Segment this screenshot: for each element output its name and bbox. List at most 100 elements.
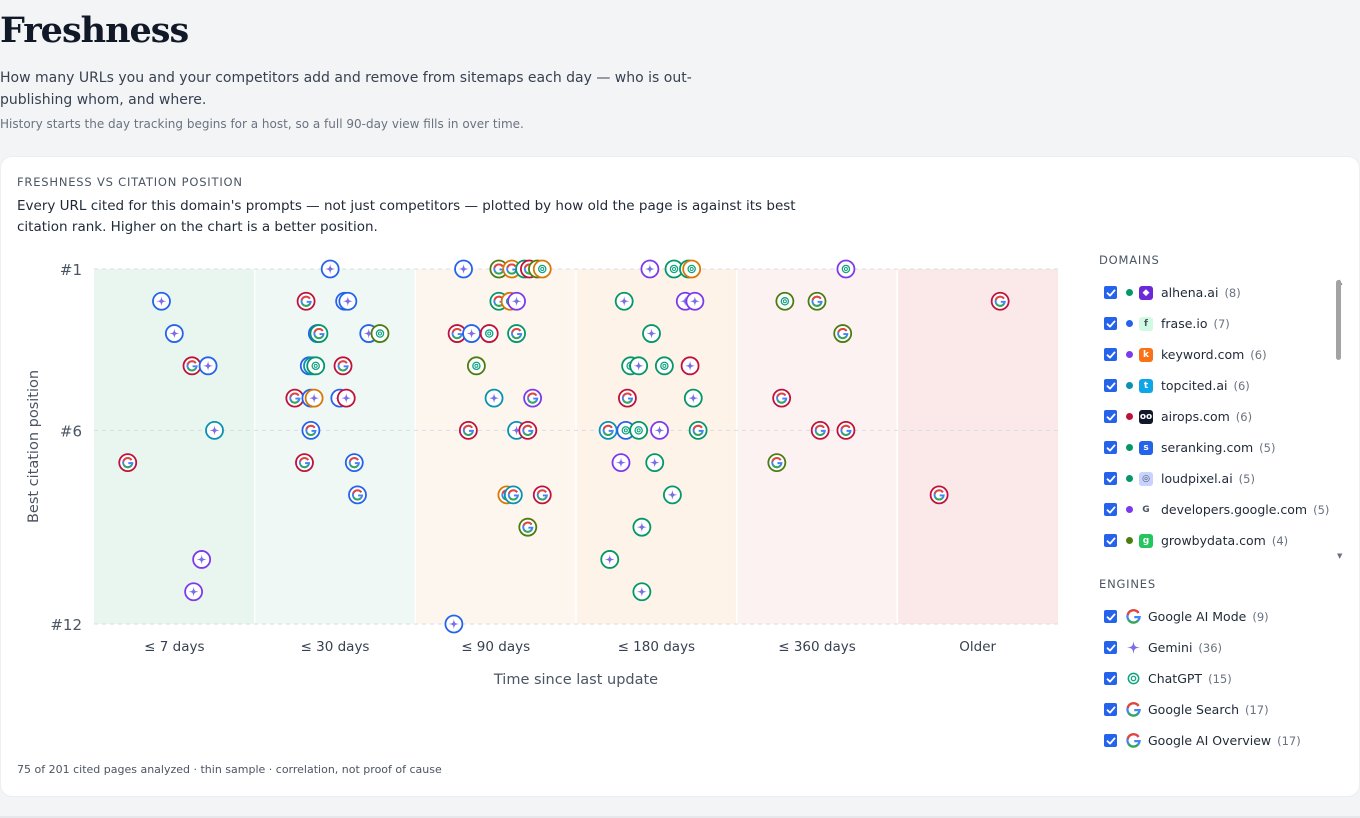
freshness-scatter-chart: #1 #6 #12 ≤ 7 days ≤ 30 days ≤ 90 days ≤ 180 d… xyxy=(26,259,1058,688)
data-point-gemini xyxy=(632,582,652,602)
domain-row[interactable]: ◎ loudpixel.ai (5) xyxy=(1098,463,1348,494)
engine-name: Google AI Mode xyxy=(1148,609,1247,624)
data-point-gemini xyxy=(184,582,204,602)
engine-row[interactable]: ChatGPT (15) xyxy=(1098,663,1348,694)
growbydata-logo-icon: g xyxy=(1139,533,1153,548)
data-point-google xyxy=(836,420,856,440)
domain-color-dot xyxy=(1126,506,1133,513)
domain-row[interactable]: g growbydata.com (4) xyxy=(1098,525,1348,556)
x-tick-label: ≤ 30 days xyxy=(301,639,370,655)
domain-checkbox[interactable] xyxy=(1104,534,1117,547)
engine-checkbox[interactable] xyxy=(1104,610,1117,623)
domain-checkbox[interactable] xyxy=(1104,286,1117,299)
data-point-google xyxy=(833,324,853,343)
x-axis-label: Time since last update xyxy=(493,672,658,688)
engine-row[interactable]: Google AI Mode (9) xyxy=(1098,601,1348,632)
engine-checkbox[interactable] xyxy=(1104,672,1117,685)
domain-count: (6) xyxy=(1250,347,1267,362)
data-point-gemini xyxy=(642,324,661,343)
data-point-google xyxy=(295,453,314,473)
data-point-gemini xyxy=(320,259,340,279)
domain-color-dot xyxy=(1126,444,1133,451)
domains-scrollbar[interactable] xyxy=(1336,280,1341,360)
data-point-gemini xyxy=(338,291,358,311)
engine-checkbox[interactable] xyxy=(1104,703,1117,716)
domain-color-dot xyxy=(1126,289,1133,296)
engine-checkbox[interactable] xyxy=(1104,641,1117,654)
domain-count: (6) xyxy=(1235,409,1253,424)
frase-logo-icon: f xyxy=(1139,316,1153,331)
bottom-divider xyxy=(0,816,1360,818)
engine-row[interactable]: Google AI Overview (17) xyxy=(1098,725,1348,756)
domain-checkbox[interactable] xyxy=(1104,503,1117,516)
x-tick-label: Older xyxy=(959,639,996,655)
seranking-logo-icon: s xyxy=(1139,440,1153,455)
data-point-google xyxy=(503,485,523,505)
domain-checkbox[interactable] xyxy=(1104,379,1117,392)
domain-checkbox[interactable] xyxy=(1104,317,1117,330)
loudpixel-logo-icon: ◎ xyxy=(1139,471,1153,486)
domain-row[interactable]: ◆ alhena.ai (8) xyxy=(1098,277,1348,308)
domain-checkbox[interactable] xyxy=(1104,348,1117,361)
domains-list[interactable]: ◆ alhena.ai (8) f frase.io (7) k keyword.com (6)… xyxy=(1098,277,1348,559)
domain-name: airops.com xyxy=(1161,409,1230,424)
domain-name: developers.google.com xyxy=(1161,502,1308,517)
data-point-google xyxy=(333,356,353,376)
domain-row[interactable]: f frase.io (7) xyxy=(1098,308,1348,339)
domain-row[interactable]: t topcited.ai (6) xyxy=(1098,370,1348,401)
domain-count: (6) xyxy=(1233,378,1250,393)
data-point-gemini xyxy=(454,259,473,279)
engine-count: (17) xyxy=(1245,702,1269,717)
data-point-google xyxy=(344,453,364,473)
data-point-google xyxy=(118,453,138,473)
domain-count: (5) xyxy=(1259,440,1276,455)
domain-name: frase.io xyxy=(1161,316,1208,331)
data-point-google xyxy=(502,259,522,279)
data-point-gemini xyxy=(650,420,669,440)
page-intro: How many URLs you and your competitors a… xyxy=(0,70,692,108)
domain-checkbox[interactable] xyxy=(1104,441,1117,454)
data-point-gemini xyxy=(205,420,224,440)
domain-name: keyword.com xyxy=(1161,347,1245,362)
domain-row[interactable]: s seranking.com (5) xyxy=(1098,432,1348,463)
card-footnote: 75 of 201 cited pages analyzed · thin sa… xyxy=(17,763,442,776)
y-tick-label: #12 xyxy=(50,616,82,634)
domain-row[interactable]: k keyword.com (6) xyxy=(1098,339,1348,370)
data-point-chatgpt xyxy=(775,291,795,311)
domain-count: (4) xyxy=(1271,533,1289,548)
data-point-gemini xyxy=(645,453,665,473)
data-point-gemini xyxy=(198,356,218,376)
data-point-chatgpt xyxy=(836,259,856,279)
engine-count: (9) xyxy=(1252,609,1269,624)
card-description: Every URL cited for this domain's prompt… xyxy=(17,198,796,235)
band-2 xyxy=(415,269,576,624)
domain-name: topcited.ai xyxy=(1161,378,1228,393)
domain-checkbox[interactable] xyxy=(1104,410,1117,423)
y-axis-label: Best citation position xyxy=(26,370,42,523)
engine-count: (17) xyxy=(1277,733,1301,748)
data-point-gemini xyxy=(336,388,356,408)
domain-name: growbydata.com xyxy=(1161,533,1266,548)
data-point-gemini xyxy=(462,324,481,343)
engine-row[interactable]: Google Search (17) xyxy=(1098,694,1348,725)
domain-name: alhena.ai xyxy=(1161,285,1219,300)
data-point-google xyxy=(772,388,792,408)
data-point-chatgpt xyxy=(466,356,486,376)
domain-count: (7) xyxy=(1213,316,1230,331)
domain-row[interactable]: oo airops.com (6) xyxy=(1098,401,1348,432)
engine-row[interactable]: Gemini (36) xyxy=(1098,632,1348,663)
band-3 xyxy=(576,269,737,624)
data-point-google xyxy=(767,453,787,473)
engine-checkbox[interactable] xyxy=(1104,734,1117,747)
data-point-gemini xyxy=(152,291,171,311)
domain-checkbox[interactable] xyxy=(1104,472,1117,485)
engine-name: Google AI Overview xyxy=(1148,733,1272,748)
data-point-chatgpt xyxy=(306,356,326,376)
band-0 xyxy=(94,269,255,624)
data-point-google xyxy=(807,291,827,311)
x-tick-label: ≤ 180 days xyxy=(618,639,696,655)
x-tick-label: ≤ 90 days xyxy=(461,639,530,655)
scroll-down-icon[interactable]: ▼ xyxy=(1337,552,1343,560)
band-1 xyxy=(254,269,416,624)
